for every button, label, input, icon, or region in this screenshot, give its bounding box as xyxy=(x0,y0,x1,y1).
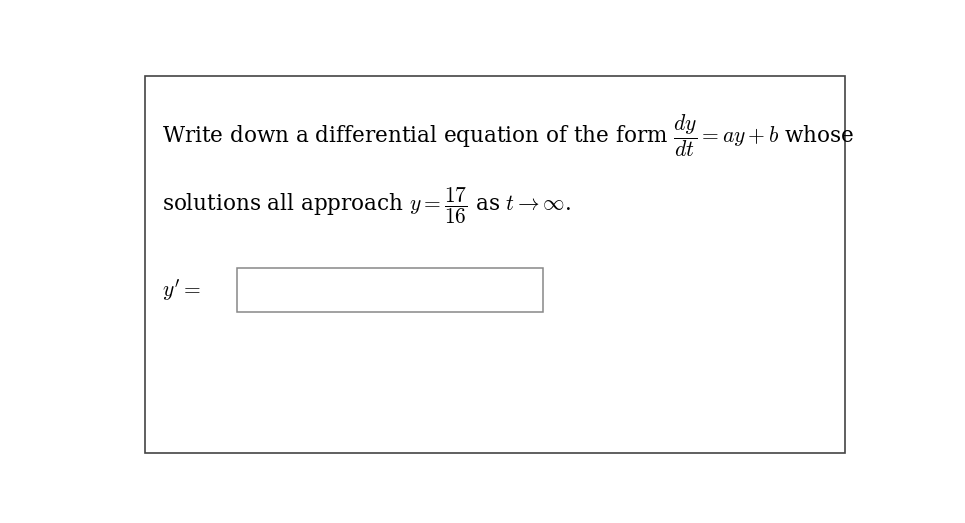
Text: Write down a differential equation of the form $\dfrac{dy}{dt} = ay + b$ whose: Write down a differential equation of th… xyxy=(162,112,854,158)
Text: $y' =$: $y' =$ xyxy=(162,278,201,303)
Text: solutions all approach $y = \dfrac{17}{16}$ as $t \to \infty$.: solutions all approach $y = \dfrac{17}{1… xyxy=(162,185,571,226)
FancyBboxPatch shape xyxy=(236,268,543,312)
